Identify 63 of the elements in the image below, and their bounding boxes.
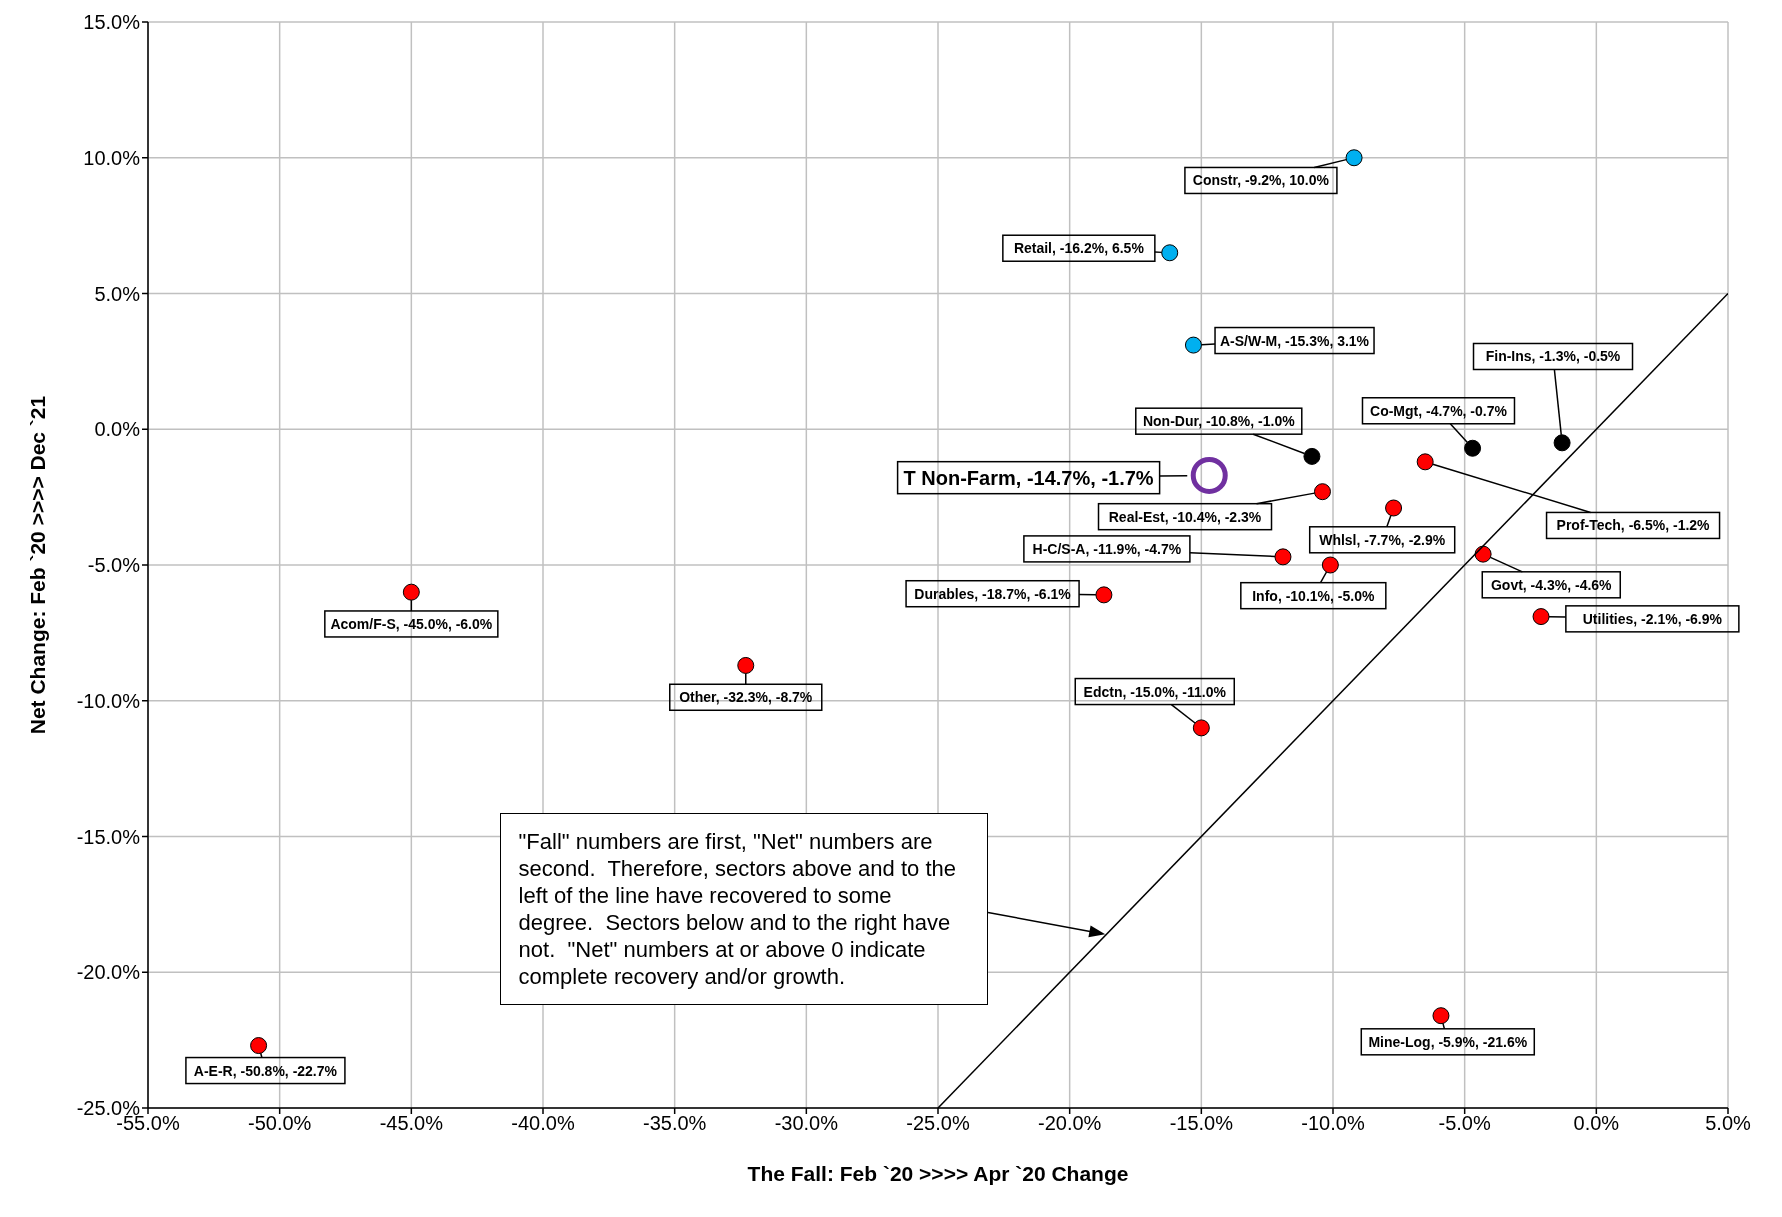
point [1385,499,1403,517]
point [1474,545,1492,563]
annotation: Mine-Log, -5.9%, -21.6% [1368,1033,1528,1050]
point [1416,453,1434,471]
annotation: Retail, -16.2%, 6.5% [1013,240,1145,257]
x-tick-label: -45.0% [379,1112,444,1135]
annotation: Whlsl, -7.7%, -2.9% [1319,531,1446,548]
annotation: T Non-Farm, -14.7%, -1.7% [903,466,1154,489]
x-tick-label: 0.0% [1573,1112,1620,1135]
point [1464,439,1482,457]
annotation: Prof-Tech, -6.5%, -1.2% [1556,517,1711,534]
y-tick-label: 15.0% [83,11,141,34]
x-tick-label: -35.0% [642,1112,707,1135]
annotation: Utilities, -2.1%, -6.9% [1582,610,1723,627]
y-tick-label: -15.0% [76,825,141,848]
x-tick-label: -20.0% [1037,1112,1102,1135]
point [1303,447,1321,465]
x-tick-label: -40.0% [511,1112,575,1135]
x-tick-label: -5.0% [1438,1112,1491,1135]
y-tick-label: -10.0% [76,689,141,712]
annotation: A-E-R, -50.8%, -22.7% [193,1062,338,1079]
annotation: Info, -10.1%, -5.0% [1252,587,1375,604]
point [1274,548,1292,566]
annotation: Govt, -4.3%, -4.6% [1490,576,1613,593]
annotation: Fin-Ins, -1.3%, -0.5% [1485,348,1621,365]
point [1190,456,1228,494]
point [1345,149,1363,167]
y-tick-label: 5.0% [94,282,141,305]
point [1553,434,1571,452]
annotation: Constr, -9.2%, 10.0% [1192,172,1330,189]
y-tick-label: -5.0% [87,554,141,577]
point [1532,608,1550,626]
annotation: Acom/F-S, -45.0%, -6.0% [330,615,493,632]
x-tick-label: -10.0% [1301,1112,1365,1135]
x-tick-label: 5.0% [1705,1112,1752,1135]
point [1321,556,1339,574]
x-tick-label: -50.0% [247,1112,312,1135]
point [1161,244,1179,262]
annotation: Non-Dur, -10.8%, -1.0% [1142,413,1296,430]
annotation: Durables, -18.7%, -6.1% [914,585,1072,602]
y-tick-label: 10.0% [83,146,141,169]
annotation: H-C/S-A, -11.9%, -4.7% [1032,540,1182,557]
annotation: Edctn, -15.0%, -11.0% [1083,683,1227,700]
x-tick-label: -30.0% [774,1112,839,1135]
point [1095,586,1113,604]
point [1184,336,1202,354]
annotation: "Fall" numbers are first, "Net" numbers are second. Therefore, sectors above and to the left of the line have recovered to some degree. Sectors below and to the right have not. "Net" numbers at or above 0 indicate complete recovery and/or growth. [499,813,989,1006]
annotation: A-S/W-M, -15.3%, 3.1% [1219,332,1370,349]
x-tick-label: -25.0% [906,1112,970,1135]
point [250,1037,268,1055]
x-tick-label: -15.0% [1169,1112,1234,1135]
y-axis-title: Net Change: Feb `20 >>>> Dec `21 [26,395,50,735]
annotation: Other, -32.3%, -8.7% [679,689,813,706]
point [1192,719,1210,737]
point [402,583,420,601]
y-tick-label: -20.0% [76,961,141,984]
point [1432,1007,1450,1025]
x-axis-title: The Fall: Feb `20 >>>> Apr `20 Change [747,1162,1129,1185]
annotation: Real-Est, -10.4%, -2.3% [1108,508,1262,525]
point [1313,483,1331,501]
annotation: Co-Mgt, -4.7%, -0.7% [1370,402,1508,419]
point [737,656,755,674]
y-tick-label: 0.0% [94,418,141,441]
